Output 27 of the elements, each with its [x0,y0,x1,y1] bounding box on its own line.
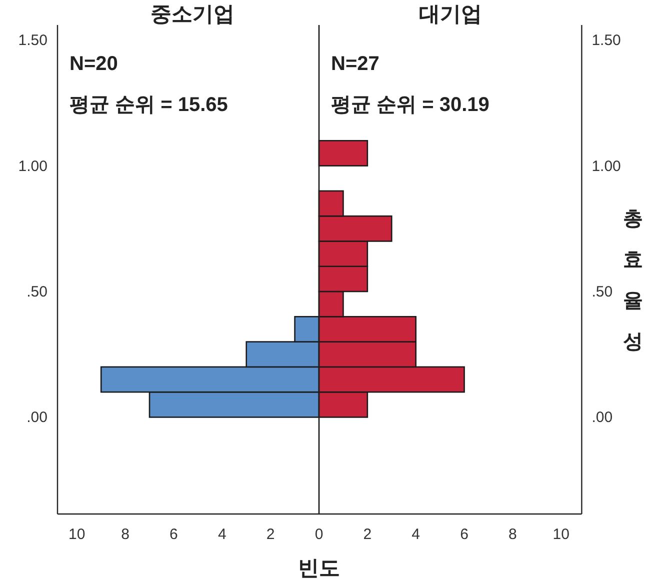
x-tick-label: 2 [266,526,275,543]
y-tick-label: 1.00 [592,158,621,175]
y-tick-label: .00 [592,409,613,426]
y-tick-label: 1.00 [18,158,48,175]
x-tick-label: 6 [170,526,178,543]
x-tick-label: 6 [460,526,468,543]
y-tick-label: .50 [26,284,48,300]
y-tick-label: 1.50 [592,32,621,50]
x-tick-label: 0 [314,526,324,543]
annotation: 평균 순위 = 15.65 [70,94,228,116]
y-tick-label: .50 [592,284,613,300]
x-tick-label: 10 [552,526,570,543]
x-tick-label: 2 [363,526,372,543]
annotation: N=27 [331,53,380,75]
y-tick-label: .00 [26,409,48,426]
y-tick-label: 1.50 [18,32,48,50]
x-axis-title: 빈도 [298,557,340,580]
chart-title: 중소기업 [150,3,234,26]
annotation: N=20 [70,53,118,75]
x-tick-label: 4 [218,526,226,543]
annotation: 평균 순위 = 30.19 [331,94,490,116]
x-tick-label: 10 [68,526,86,543]
x-tick-label: 4 [412,526,420,543]
y-axis-title: 총효율성 [623,208,643,353]
x-tick-label: 8 [121,526,130,543]
x-tick-label: 8 [508,526,517,543]
chart-title: 대기업 [418,3,482,26]
